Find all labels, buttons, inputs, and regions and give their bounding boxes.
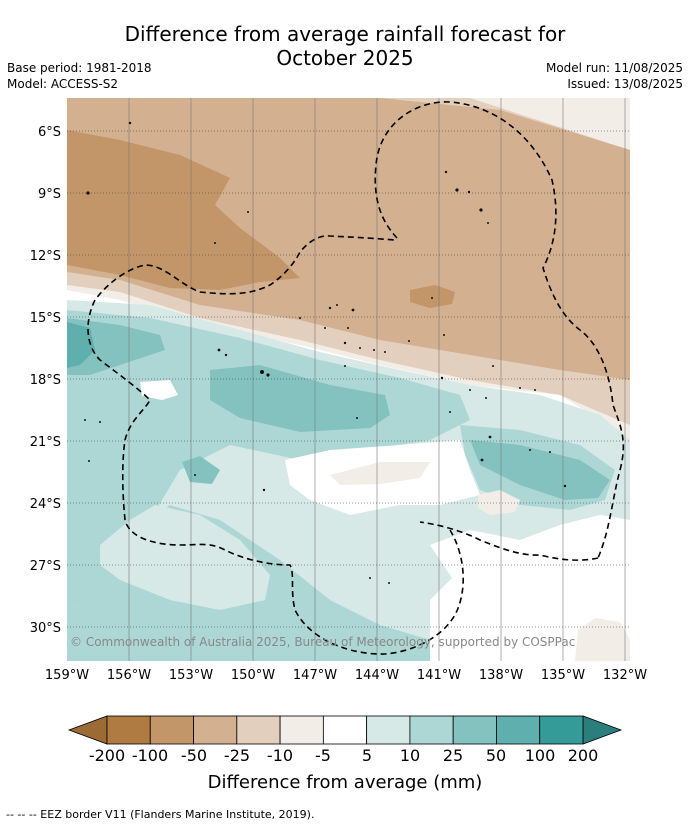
lat-label: 15°S bbox=[30, 311, 61, 326]
lon-label: 159°W bbox=[45, 668, 89, 683]
title-line-2: October 2025 bbox=[276, 46, 414, 70]
title-line-1: Difference from average rainfall forecas… bbox=[124, 22, 566, 46]
lon-label: 132°W bbox=[603, 668, 647, 683]
longitude-labels: 159°W 156°W 153°W 150°W 147°W 144°W 141°… bbox=[45, 668, 647, 683]
eez-legend-text: -- -- -- EEZ border V11 (Flanders Marine… bbox=[6, 808, 315, 821]
wet-patch-light-southwest bbox=[100, 505, 270, 610]
colorbar-cell bbox=[496, 715, 541, 745]
meta-left: Base period: 1981-2018 Model: ACCESS-S2 bbox=[7, 60, 152, 92]
lon-label: 138°W bbox=[479, 668, 523, 683]
neutral-patch-small bbox=[140, 380, 178, 400]
dry-patch-light-southeast bbox=[478, 490, 520, 515]
wet-region-strong-central bbox=[210, 365, 390, 432]
colorbar-title: Difference from average (mm) bbox=[208, 772, 483, 793]
colorbar-tick-label: 5 bbox=[362, 746, 372, 765]
colorbar-tick-label: -50 bbox=[181, 746, 207, 765]
issued-text: Issued: 13/08/2025 bbox=[567, 77, 683, 91]
model-text: Model: ACCESS-S2 bbox=[7, 77, 119, 91]
map-title: Difference from average rainfall forecas… bbox=[0, 22, 690, 70]
colorbar-cell bbox=[236, 715, 281, 745]
base-period-text: Base period: 1981-2018 bbox=[7, 61, 152, 75]
eez-borders bbox=[87, 101, 625, 655]
wet-region-strong-small bbox=[182, 456, 220, 484]
colorbar-cell bbox=[193, 715, 238, 745]
lon-label: 144°W bbox=[355, 668, 399, 683]
eez-border-north bbox=[374, 101, 625, 559]
wet-region-strong-east bbox=[470, 440, 610, 500]
lat-label: 21°S bbox=[30, 435, 61, 450]
colorbar-tick-label: -200 bbox=[89, 746, 125, 765]
wet-region-strong bbox=[67, 318, 165, 375]
colorbar-cell bbox=[322, 715, 368, 745]
lon-label: 156°W bbox=[107, 668, 151, 683]
dry-patch-light-east bbox=[330, 462, 430, 485]
gridlines bbox=[128, 98, 626, 661]
colorbar-cell bbox=[452, 715, 497, 745]
colorbar-cell bbox=[409, 715, 454, 745]
lon-label: 147°W bbox=[293, 668, 337, 683]
colorbar-tick-label: -100 bbox=[132, 746, 168, 765]
colorbar-tick-label: 50 bbox=[486, 746, 506, 765]
colorbar-cell bbox=[106, 715, 151, 745]
lon-label: 153°W bbox=[169, 668, 213, 683]
map-fields: © Commonwealth of Australia 2025, Bureau… bbox=[67, 98, 630, 661]
eez-border-south bbox=[87, 235, 599, 655]
neutral-patch-south bbox=[430, 515, 630, 661]
colorbar-tick-label: -5 bbox=[315, 746, 331, 765]
lat-label: 12°S bbox=[30, 249, 61, 264]
dry-patch-light-southeast-corner bbox=[575, 618, 630, 661]
colorbar-tick-label: 10 bbox=[400, 746, 420, 765]
copyright-text: © Commonwealth of Australia 2025, Bureau… bbox=[70, 635, 575, 649]
lat-label: 24°S bbox=[30, 497, 61, 512]
colorbar-tick-label: 200 bbox=[568, 746, 599, 765]
meta-right: Model run: 11/08/2025 Issued: 13/08/2025 bbox=[546, 60, 683, 92]
lon-label: 135°W bbox=[541, 668, 585, 683]
dry-region-strong bbox=[67, 130, 300, 290]
lon-label: 141°W bbox=[417, 668, 461, 683]
colorbar-cell bbox=[149, 715, 194, 745]
colorbar: -200 -100 -50 -25 -10 -5 5 10 25 50 100 … bbox=[67, 715, 623, 793]
colorbar-high-arrow bbox=[582, 715, 623, 745]
colorbar-low-arrow bbox=[67, 715, 108, 745]
lat-label: 9°S bbox=[38, 187, 61, 202]
colorbar-tick-label: 100 bbox=[525, 746, 556, 765]
islands bbox=[84, 121, 567, 584]
lon-label: 150°W bbox=[231, 668, 275, 683]
model-run-text: Model run: 11/08/2025 bbox=[545, 61, 683, 75]
colorbar-cell bbox=[539, 715, 584, 745]
colorbar-tick-label: -10 bbox=[267, 746, 293, 765]
dry-patch-small bbox=[410, 285, 455, 308]
latitude-labels: 6°S 9°S 12°S 15°S 18°S 21°S 24°S 27°S 30… bbox=[30, 125, 61, 636]
lat-label: 18°S bbox=[30, 373, 61, 388]
colorbar-tick-label: 25 bbox=[443, 746, 463, 765]
colorbar-tick-label: -25 bbox=[224, 746, 250, 765]
colorbar-cell bbox=[366, 715, 411, 745]
lat-gridlines bbox=[67, 130, 630, 628]
lat-label: 27°S bbox=[30, 559, 61, 574]
lat-label: 30°S bbox=[30, 621, 61, 636]
colorbar-cell bbox=[279, 715, 324, 745]
lat-label: 6°S bbox=[38, 125, 61, 140]
